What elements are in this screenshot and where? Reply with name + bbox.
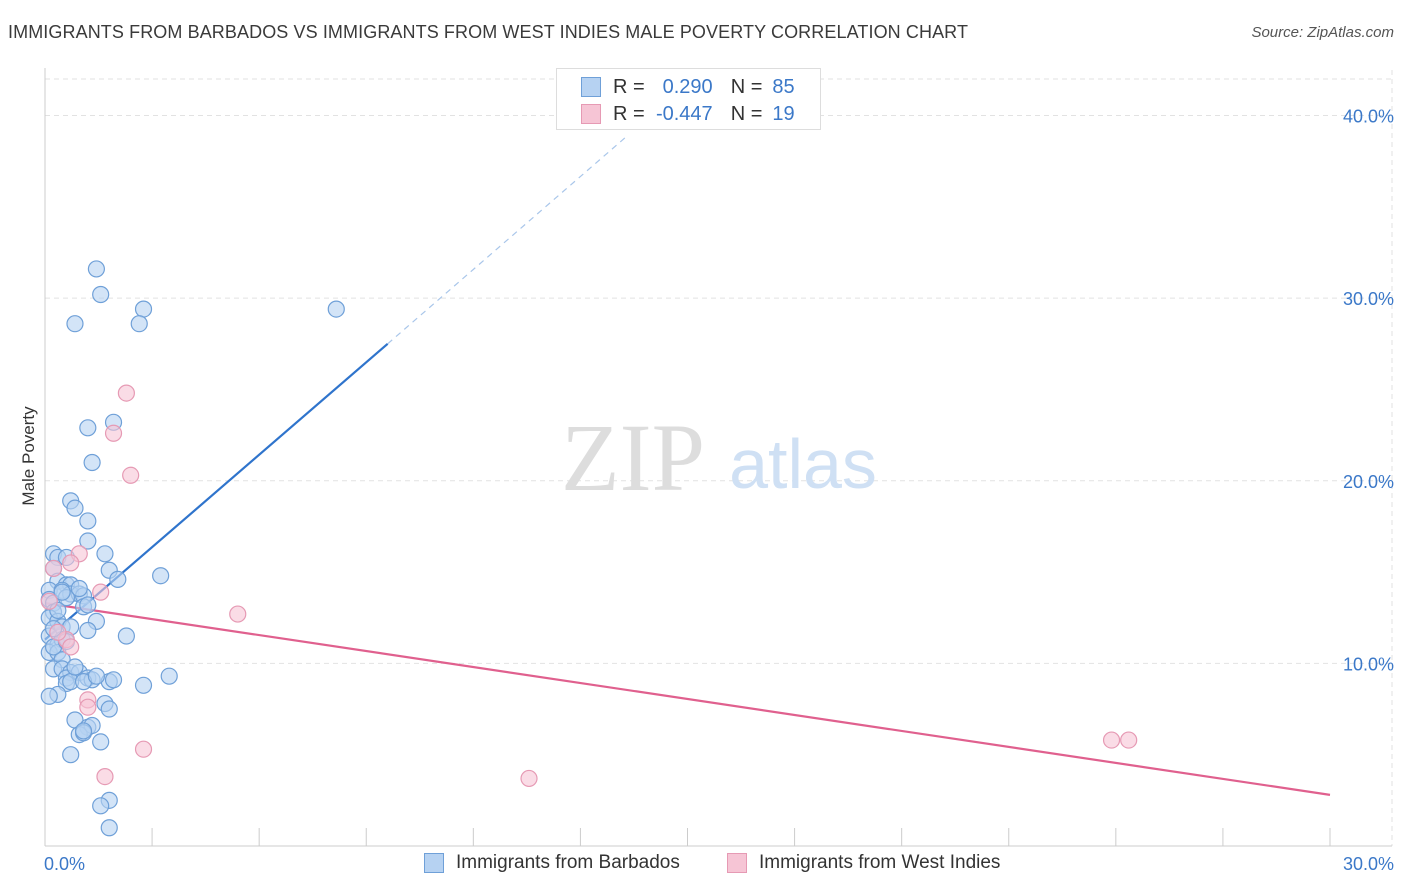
chart-title: IMMIGRANTS FROM BARBADOS VS IMMIGRANTS F… <box>8 22 969 42</box>
legend-r-value: 0.290 <box>662 75 713 98</box>
west-indies-point <box>62 638 80 656</box>
data-points <box>40 260 1138 837</box>
barbados-point <box>100 700 118 718</box>
barbados-point <box>53 583 71 601</box>
legend-row-west-indies: R = -0.447 N = 19 <box>581 103 795 125</box>
watermark-atlas: atlas <box>729 425 877 503</box>
watermark-zip: ZIP <box>561 404 705 511</box>
x-tick-label: 0.0% <box>44 854 85 874</box>
barbados-point <box>96 545 114 563</box>
barbados-point <box>109 570 127 588</box>
legend-r-label: R = <box>613 75 645 98</box>
legend-n-label: N = <box>730 75 763 98</box>
barbados-point <box>79 532 97 550</box>
barbados-point <box>62 746 80 764</box>
y-tick-label: 10.0% <box>1343 654 1394 674</box>
trend-line <box>44 602 1331 796</box>
west-indies-point <box>49 623 67 641</box>
legend-swatch-pink <box>581 104 601 124</box>
barbados-point <box>79 512 97 530</box>
source-label: Source: ZipAtlas.com <box>1251 24 1394 41</box>
west-indies-point <box>117 384 135 402</box>
bottom-legend-swatch-pink <box>727 853 747 873</box>
west-indies-point <box>79 698 97 716</box>
legend-r-value: -0.447 <box>655 102 713 125</box>
barbados-point <box>66 315 84 333</box>
bottom-legend-label: Immigrants from West Indies <box>759 852 1001 873</box>
barbados-point <box>87 260 106 278</box>
west-indies-point <box>134 740 153 758</box>
barbados-point <box>79 621 97 640</box>
barbados-point <box>104 671 123 689</box>
barbados-point <box>79 596 97 614</box>
west-indies-point <box>104 424 123 442</box>
correlation-legend: R = 0.290 N = 85 R = -0.447 N = 19 <box>556 68 821 130</box>
barbados-point <box>130 315 148 333</box>
x-tick-label: 30.0% <box>1343 854 1394 874</box>
west-indies-point <box>122 466 140 484</box>
gridlines <box>45 70 1393 846</box>
bottom-legend-barbados: Immigrants from Barbados <box>424 852 680 874</box>
y-tick-label: 40.0% <box>1343 107 1394 127</box>
barbados-point <box>134 676 153 694</box>
barbados-point <box>160 667 178 685</box>
west-indies-point <box>1120 731 1138 749</box>
bottom-legend-swatch-blue <box>424 853 444 873</box>
barbados-point <box>117 627 135 645</box>
bottom-legend-label: Immigrants from Barbados <box>456 852 680 873</box>
barbados-point <box>66 658 84 676</box>
barbados-point <box>87 667 106 685</box>
barbados-point <box>327 300 345 318</box>
y-tick-label: 20.0% <box>1343 472 1394 492</box>
west-indies-point <box>40 592 58 610</box>
west-indies-point <box>62 554 80 572</box>
barbados-point <box>83 453 101 472</box>
watermark: ZIP atlas <box>561 404 877 511</box>
west-indies-point <box>520 769 538 788</box>
legend-n-label: N = <box>730 102 763 125</box>
barbados-point <box>79 419 97 437</box>
barbados-point <box>134 300 153 318</box>
barbados-point <box>74 722 93 740</box>
barbados-point <box>92 733 110 751</box>
west-indies-point <box>1102 731 1121 749</box>
bottom-legend-west-indies: Immigrants from West Indies <box>727 852 1000 874</box>
trend-line-extension <box>387 135 628 345</box>
barbados-point <box>66 499 84 517</box>
barbados-point <box>152 567 170 585</box>
legend-row-barbados: R = 0.290 N = 85 <box>581 76 795 98</box>
west-indies-point <box>229 605 247 623</box>
legend-swatch-blue <box>581 77 601 97</box>
y-tick-label: 30.0% <box>1343 289 1394 309</box>
legend-n-value: 19 <box>772 102 795 125</box>
west-indies-point <box>92 583 110 601</box>
barbados-point <box>70 579 88 598</box>
legend-r-label: R = <box>613 102 645 125</box>
axes <box>44 68 1392 847</box>
y-axis-title: Male Poverty <box>19 406 38 506</box>
west-indies-point <box>96 768 114 786</box>
tick-labels: 10.0% 20.0% 30.0% 40.0% 0.0% 30.0% <box>44 107 1394 874</box>
barbados-point <box>100 819 118 837</box>
barbados-point <box>92 285 110 304</box>
barbados-point <box>40 687 58 705</box>
west-indies-point <box>44 559 63 578</box>
barbados-point <box>92 797 110 815</box>
legend-n-value: 85 <box>772 75 795 98</box>
